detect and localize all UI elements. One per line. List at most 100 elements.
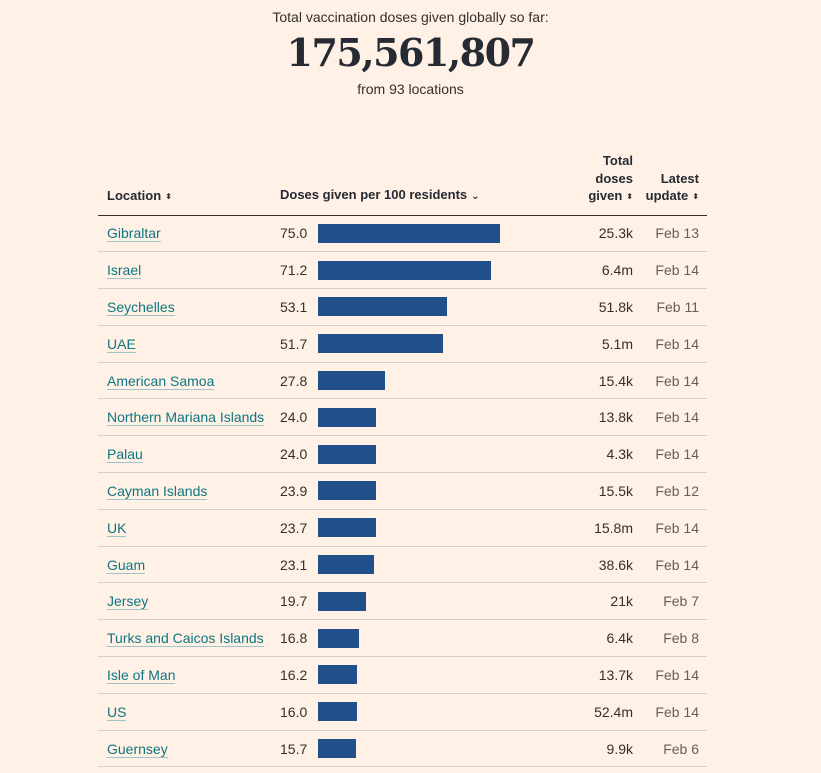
table-row: Isle of Man 16.2 13.7k Feb 14 <box>98 656 707 694</box>
dose-value: 16.0 <box>280 703 308 720</box>
total-doses-value: 9.9k <box>554 730 634 768</box>
dose-bar <box>318 334 444 354</box>
location-link[interactable]: Jersey <box>107 593 149 611</box>
total-doses-value: 13.7k <box>554 656 634 694</box>
latest-update-value: Feb 14 <box>634 656 707 694</box>
total-doses-value: 38.6k <box>554 546 634 584</box>
latest-update-value: Feb 14 <box>634 398 707 437</box>
dose-bar <box>318 223 500 243</box>
column-header-location[interactable]: Location ⬍ <box>98 152 280 216</box>
sort-updown-icon: ⬍ <box>626 192 633 201</box>
location-link[interactable]: Guam <box>107 556 146 574</box>
latest-update-value: Feb 14 <box>634 362 707 400</box>
dose-value: 24.0 <box>280 409 308 426</box>
column-header-total-doses[interactable]: Total doses given ⬍ <box>554 152 634 216</box>
dose-bar <box>318 518 376 538</box>
column-header-latest-line2: update <box>645 188 689 203</box>
sort-updown-icon: ⬍ <box>692 192 699 201</box>
table-header-row: Location ⬍ Doses given per 100 residents ⌄… <box>98 152 707 216</box>
location-link[interactable]: Turks and Caicos Islands <box>107 630 264 648</box>
dose-bar <box>318 481 376 501</box>
dose-bar <box>318 297 447 317</box>
table-row: Northern Mariana Islands 24.0 13.8k Feb 14 <box>98 398 707 437</box>
table-row: Gibraltar 75.0 25.3k Feb 13 <box>98 215 707 253</box>
total-doses-value: 15.4k <box>554 362 634 400</box>
dose-bar <box>318 739 357 759</box>
dose-value: 16.8 <box>280 630 308 647</box>
column-header-latest-line1: Latest <box>660 170 699 186</box>
latest-update-value: Feb 8 <box>634 619 707 658</box>
latest-update-value: Feb 14 <box>634 325 707 363</box>
dose-value: 53.1 <box>280 298 308 315</box>
latest-update-value: Feb 14 <box>634 693 707 731</box>
location-link[interactable]: Seychelles <box>107 298 175 316</box>
total-doses-value: 15.5k <box>554 472 634 510</box>
latest-update-value: Feb 6 <box>634 730 707 768</box>
table-row: Cayman Islands 23.9 15.5k Feb 12 <box>98 472 707 510</box>
table-row: Guernsey 15.7 9.9k Feb 6 <box>98 730 707 768</box>
latest-update-value: Feb 12 <box>634 472 707 510</box>
dose-bar <box>318 628 359 648</box>
dose-value: 27.8 <box>280 372 308 389</box>
total-doses-value: 15.8m <box>554 509 634 547</box>
sort-updown-icon: ⬍ <box>165 192 172 201</box>
column-header-location-label: Location <box>107 188 162 203</box>
column-header-total-line1: Total <box>602 153 633 168</box>
location-link[interactable]: US <box>107 703 127 721</box>
dose-value: 51.7 <box>280 335 308 352</box>
location-link[interactable]: Gibraltar <box>107 225 161 243</box>
column-header-doses-per-100[interactable]: Doses given per 100 residents ⌄ <box>280 152 554 216</box>
table-row: UAE 51.7 5.1m Feb 14 <box>98 325 707 363</box>
location-link[interactable]: Palau <box>107 446 143 464</box>
dose-bar <box>318 702 357 722</box>
total-doses-value: 5.1m <box>554 325 634 363</box>
dose-value: 23.9 <box>280 482 308 499</box>
latest-update-value: Feb 14 <box>634 435 707 474</box>
location-link[interactable]: UAE <box>107 335 136 353</box>
location-link[interactable]: UK <box>107 519 127 537</box>
dose-bar <box>318 407 377 427</box>
column-header-total-line2: doses <box>595 170 633 186</box>
latest-update-value: Feb 14 <box>634 546 707 584</box>
dose-bar <box>318 371 386 391</box>
dose-value: 23.1 <box>280 556 308 573</box>
vaccination-table: Location ⬍ Doses given per 100 residents ⌄… <box>98 152 707 768</box>
dose-bar <box>318 260 491 280</box>
total-doses-value: 51.8k <box>554 288 634 326</box>
location-link[interactable]: Isle of Man <box>107 666 176 684</box>
sort-descending-icon: ⌄ <box>471 191 480 202</box>
column-header-latest-update[interactable]: Latest update ⬍ <box>634 152 707 216</box>
dose-bar <box>318 591 366 611</box>
total-doses-value: 6.4m <box>554 251 634 290</box>
column-header-total-line3: given <box>588 188 623 203</box>
location-link[interactable]: American Samoa <box>107 372 215 390</box>
table-row: Guam 23.1 38.6k Feb 14 <box>98 546 707 584</box>
dose-value: 19.7 <box>280 593 308 610</box>
dose-bar <box>318 555 375 575</box>
location-link[interactable]: Northern Mariana Islands <box>107 409 265 427</box>
location-link[interactable]: Israel <box>107 262 142 280</box>
total-doses-value: 25.3k <box>554 215 634 253</box>
total-doses-value: 52.4m <box>554 693 634 731</box>
dose-value: 16.2 <box>280 666 308 683</box>
dose-value: 23.7 <box>280 519 308 536</box>
location-link[interactable]: Cayman Islands <box>107 482 208 500</box>
dose-bar <box>318 444 377 464</box>
table-row: American Samoa 27.8 15.4k Feb 14 <box>98 362 707 400</box>
dose-bar <box>318 665 358 685</box>
latest-update-value: Feb 14 <box>634 251 707 290</box>
total-doses-value: 4.3k <box>554 435 634 474</box>
total-doses-number: 175,561,807 <box>286 30 536 75</box>
table-row: US 16.0 52.4m Feb 14 <box>98 693 707 731</box>
total-doses-value: 13.8k <box>554 398 634 437</box>
location-link[interactable]: Guernsey <box>107 740 168 758</box>
table-row: Seychelles 53.1 51.8k Feb 11 <box>98 288 707 326</box>
table-row: Jersey 19.7 21k Feb 7 <box>98 582 707 621</box>
table-row: Israel 71.2 6.4m Feb 14 <box>98 251 707 290</box>
latest-update-value: Feb 11 <box>634 288 707 326</box>
summary-subtitle: Total vaccination doses given globally s… <box>272 9 549 25</box>
column-header-doses-label: Doses given per 100 residents <box>280 187 468 202</box>
table-row: UK 23.7 15.8m Feb 14 <box>98 509 707 547</box>
dose-value: 24.0 <box>280 446 308 463</box>
total-doses-value: 21k <box>554 582 634 621</box>
